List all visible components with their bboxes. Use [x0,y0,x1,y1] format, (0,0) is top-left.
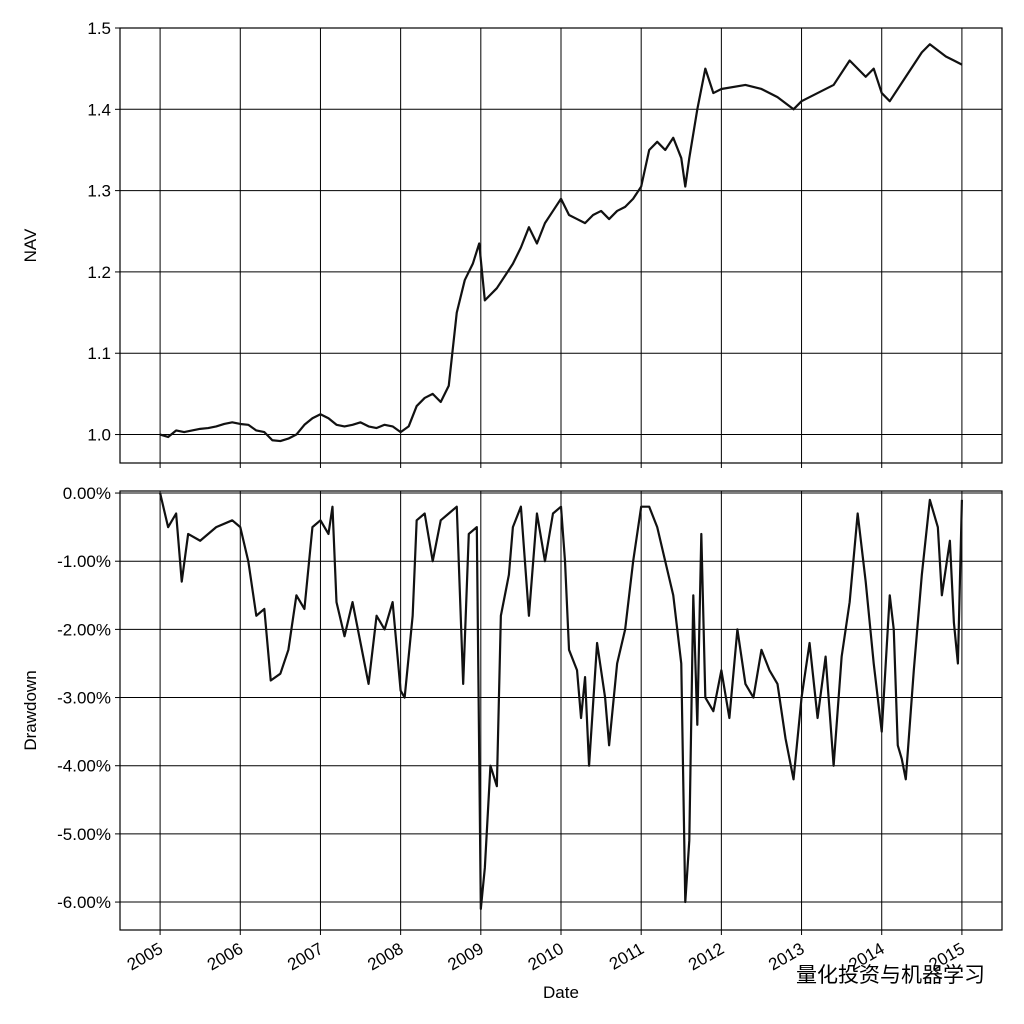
x-tick-label: 2005 [124,939,166,974]
data-line [159,43,963,443]
x-axis-label: Date [543,983,579,1002]
x-tick-label: 2010 [525,939,567,974]
x-tick-label: 2012 [685,939,727,974]
y-tick-label: 1.5 [87,19,111,38]
y-axis-label: NAV [21,228,40,262]
x-tick-label: 2009 [445,939,487,974]
y-tick-label: -6.00% [57,893,111,912]
y-tick-label: -1.00% [57,552,111,571]
watermark: 量化投资与机器学习 [796,964,985,987]
y-tick-label: 1.4 [87,100,111,119]
x-tick-label: 2011 [606,939,647,974]
y-tick-label: 1.3 [87,182,111,201]
y-tick-label: -3.00% [57,689,111,708]
y-tick-label: 1.0 [87,426,111,445]
y-tick-label: -2.00% [57,620,111,639]
y-tick-label: 0.00% [63,484,111,503]
y-tick-label: -5.00% [57,825,111,844]
x-tick-label: 2008 [364,939,406,974]
plot-frame [119,27,1003,464]
x-tick-label: 2006 [204,939,246,974]
y-axis-label: Drawdown [21,670,40,750]
plot-frame [119,490,1003,931]
y-tick-label: 1.2 [87,263,111,282]
data-line [159,492,964,910]
y-tick-label: 1.1 [87,344,111,363]
x-tick-label: 2007 [284,939,326,974]
y-tick-label: -4.00% [57,757,111,776]
